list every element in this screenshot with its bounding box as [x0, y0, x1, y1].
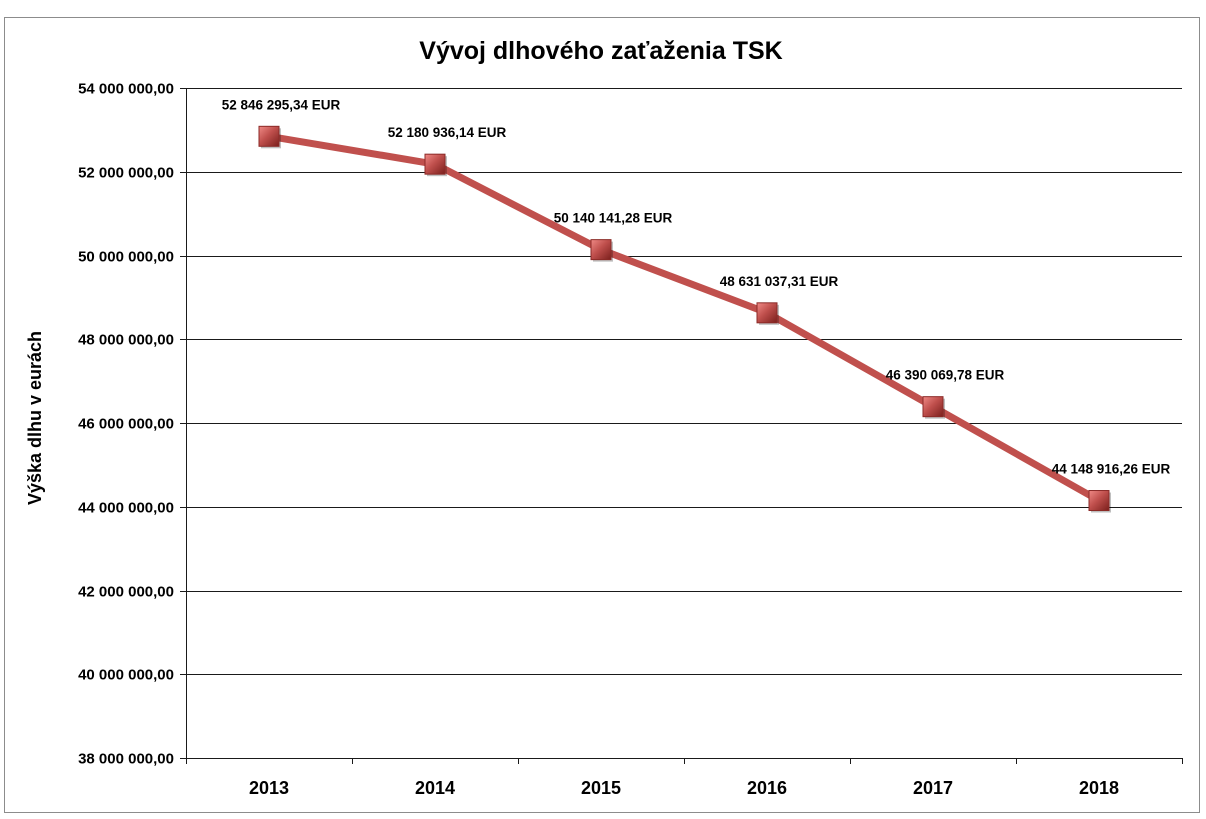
- chart-frame: [4, 17, 1200, 813]
- y-tick-label: 42 000 000,00: [78, 584, 174, 601]
- y-tick-label: 40 000 000,00: [78, 667, 174, 684]
- y-tick-label: 44 000 000,00: [78, 500, 174, 517]
- y-tick-label: 38 000 000,00: [78, 751, 174, 768]
- x-tick-label: 2015: [581, 778, 621, 798]
- series-line: [265, 132, 1103, 505]
- x-axis-ticks: 2013 2014 2015 2016 2017 2018: [186, 758, 1183, 798]
- data-label: 50 140 141,28 EUR: [554, 211, 673, 226]
- y-tick-label: 54 000 000,00: [78, 81, 174, 98]
- data-label: 48 631 037,31 EUR: [720, 274, 839, 289]
- y-tick-label: 46 000 000,00: [78, 416, 174, 433]
- data-label-layer: 52 846 295,34 EUR 52 180 936,14 EUR 50 140…: [222, 97, 1171, 476]
- data-label: 52 846 295,34 EUR: [222, 97, 341, 112]
- data-point: [1088, 490, 1110, 512]
- y-axis-ticks: 54 000 000,00 52 000 000,00 50 000 000,00 4…: [78, 81, 186, 768]
- data-point: [590, 239, 612, 261]
- data-point: [424, 153, 446, 175]
- gridlines: [186, 88, 1182, 675]
- x-tick-label: 2014: [415, 778, 455, 798]
- data-label: 44 148 916,26 EUR: [1052, 462, 1171, 477]
- data-point: [922, 396, 944, 418]
- y-tick-label: 48 000 000,00: [78, 332, 174, 349]
- series-layer: [265, 132, 1103, 505]
- x-tick-label: 2016: [747, 778, 787, 798]
- x-tick-label: 2018: [1079, 778, 1119, 798]
- data-point: [756, 302, 778, 324]
- data-label: 52 180 936,14 EUR: [388, 125, 507, 140]
- y-axis-label: Výška dlhu v eurách: [25, 331, 45, 505]
- y-tick-label: 52 000 000,00: [78, 165, 174, 182]
- x-tick-label: 2017: [913, 778, 953, 798]
- data-point: [258, 125, 280, 147]
- x-tick-label: 2013: [249, 778, 289, 798]
- marker-layer: [258, 125, 1111, 513]
- chart-title: Vývoj dlhového zaťaženia TSK: [419, 37, 782, 65]
- data-label: 46 390 069,78 EUR: [886, 368, 1005, 383]
- y-tick-label: 50 000 000,00: [78, 249, 174, 266]
